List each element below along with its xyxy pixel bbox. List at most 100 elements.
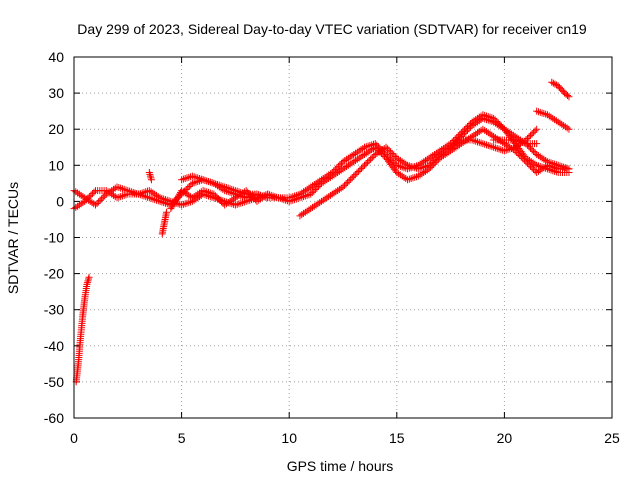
data-point [109,185,117,193]
data-point [149,195,157,203]
data-point [301,208,309,216]
data-point [226,185,234,193]
data-point [504,146,512,154]
data-point [459,131,467,139]
data-point [506,145,514,153]
data-point [418,164,426,172]
data-point [561,123,569,131]
data-point [538,109,546,117]
data-point [146,170,154,178]
data-point [145,169,153,177]
y-tick-label: -10 [44,230,64,246]
data-point [540,164,548,172]
data-point [409,163,417,171]
data-point [479,125,487,133]
data-point [319,196,327,204]
data-point [495,122,503,130]
data-point [292,195,300,203]
data-point [451,139,459,147]
data-point [177,188,185,196]
data-point [178,201,186,209]
data-point [538,165,546,173]
data-point [323,176,331,184]
data-point [525,133,533,141]
data-point [558,120,566,128]
data-point [334,169,342,177]
data-point [407,163,415,171]
data-point [565,93,573,101]
data-point [551,116,559,124]
series-late-i [548,78,573,101]
data-point [395,170,403,178]
data-point [390,151,398,159]
data-point [129,188,137,196]
data-point [367,155,375,163]
data-point [339,158,347,166]
data-point [531,127,539,135]
data-point [533,161,541,169]
y-tick-label: -40 [44,338,64,354]
data-point [402,160,410,168]
data-point [173,194,181,202]
data-point [361,150,369,158]
data-point [344,161,352,169]
series-peak-f [447,114,573,173]
data-point [88,199,96,207]
data-point [184,184,192,192]
data-point [158,194,166,202]
x-tick-label: 5 [178,430,186,446]
data-point [396,163,404,171]
data-point [549,159,557,167]
data-point [250,194,258,202]
data-point [396,171,404,179]
data-point [85,193,93,201]
data-point [350,150,358,158]
data-point [527,131,535,139]
data-point [145,187,153,195]
data-point [88,190,96,198]
data-point [493,144,501,152]
data-point [543,111,551,119]
data-point [115,193,123,201]
data-point [474,129,481,137]
data-point [465,135,473,143]
data-point [181,175,189,183]
data-point [84,194,92,202]
data-point [218,198,226,206]
data-point [326,173,334,181]
data-point [309,203,317,211]
data-point [203,188,211,196]
data-point [472,119,480,127]
data-point [113,194,121,202]
data-point [231,194,239,202]
data-point [192,191,200,199]
data-point [353,148,361,156]
data-point [131,189,139,197]
data-point [528,146,536,154]
data-point [82,196,90,204]
data-point [117,193,125,201]
data-point [493,120,501,128]
data-point [341,164,349,172]
data-point [253,190,261,198]
data-point [341,156,349,164]
data-point [517,138,525,146]
data-point [545,158,553,166]
data-point [430,157,438,165]
data-point [165,197,173,205]
data-point [303,191,311,199]
data-point [508,144,516,152]
data-point [479,140,487,148]
data-point [477,139,485,147]
data-point [307,205,315,213]
data-point [421,156,429,164]
data-point [179,188,187,196]
data-point [509,144,517,152]
data-point [460,129,468,137]
data-point [355,154,363,162]
y-tick-label: -60 [44,410,64,426]
data-point [314,182,322,190]
data-point [323,194,331,202]
data-point [339,183,347,191]
data-point [196,189,204,197]
